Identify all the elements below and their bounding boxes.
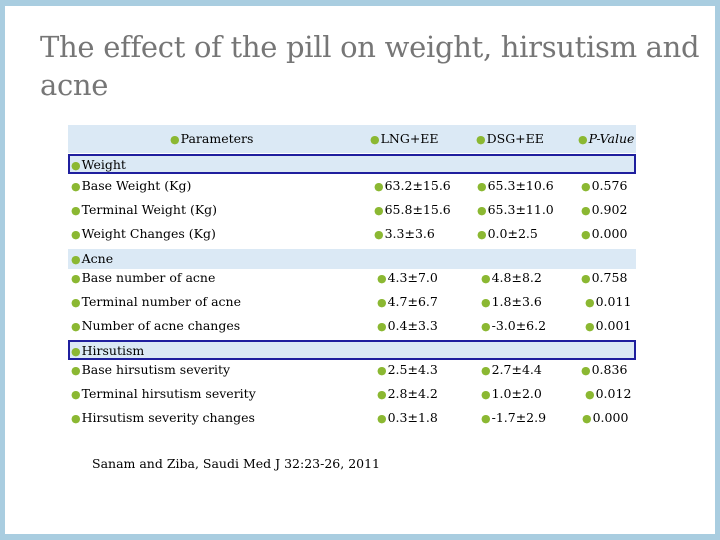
- table-row: ●Weight Changes (Kg) ●3.3±3.6 ●0.0±2.5 ●…: [68, 226, 636, 246]
- section-hirsutism-header: ●Hirsutism: [68, 340, 636, 360]
- cell-dsg: ●-1.7±2.9: [481, 410, 547, 425]
- cell-parameter: ●Terminal hirsutism severity: [71, 386, 256, 401]
- cell-pvalue: ●0.836: [581, 362, 628, 377]
- cell-parameter: ●Base Weight (Kg): [71, 178, 192, 193]
- table-row: ●Base Weight (Kg) ●63.2±15.6 ●65.3±10.6 …: [68, 178, 636, 198]
- table-row: ●Terminal number of acne ●4.7±6.7 ●1.8±3…: [68, 294, 636, 314]
- cell-dsg: ●65.3±10.6: [477, 178, 554, 193]
- cell-pvalue: ●0.000: [581, 226, 628, 241]
- cell-dsg: ●65.3±11.0: [477, 202, 554, 217]
- slide-border-bottom: [0, 534, 720, 540]
- cell-lng: ●0.3±1.8: [377, 410, 438, 425]
- header-lng-ee: ●LNG+EE: [370, 131, 439, 146]
- cell-dsg: ●0.0±2.5: [477, 226, 538, 241]
- section-acne-header: ●Acne: [68, 249, 636, 269]
- cell-pvalue: ●0.000: [582, 410, 629, 425]
- cell-pvalue: ●0.001: [585, 318, 632, 333]
- cell-parameter: ●Weight Changes (Kg): [71, 226, 216, 241]
- table-row: ●Base number of acne ●4.3±7.0 ●4.8±8.2 ●…: [68, 270, 636, 290]
- table-row: ●Terminal hirsutism severity ●2.8±4.2 ●1…: [68, 386, 636, 406]
- cell-pvalue: ●0.011: [585, 294, 632, 309]
- table-row: ●Number of acne changes ●0.4±3.3 ●-3.0±6…: [68, 318, 636, 338]
- cell-pvalue: ●0.902: [581, 202, 628, 217]
- slide-border-right: [715, 0, 720, 540]
- cell-parameter: ●Base number of acne: [71, 270, 216, 285]
- cell-parameter: ●Terminal Weight (Kg): [71, 202, 218, 217]
- cell-parameter: ●Number of acne changes: [71, 318, 241, 333]
- cell-lng: ●65.8±15.6: [374, 202, 451, 217]
- slide-title: The effect of the pill on weight, hirsut…: [40, 30, 700, 102]
- cell-pvalue: ●0.758: [581, 270, 628, 285]
- header-parameters: ●Parameters: [170, 131, 254, 146]
- cell-lng: ●2.8±4.2: [377, 386, 438, 401]
- cell-pvalue: ●0.576: [581, 178, 628, 193]
- cell-lng: ●4.7±6.7: [377, 294, 438, 309]
- table-header: ●Parameters ●LNG+EE ●DSG+EE ●P-Value: [68, 125, 636, 153]
- section-label: ●Acne: [71, 251, 114, 266]
- cell-dsg: ●4.8±8.2: [481, 270, 542, 285]
- header-dsg-ee: ●DSG+EE: [476, 131, 544, 146]
- cell-dsg: ●1.8±3.6: [481, 294, 542, 309]
- table-row: ●Base hirsutism severity ●2.5±4.3 ●2.7±4…: [68, 362, 636, 382]
- cell-dsg: ●-3.0±6.2: [481, 318, 547, 333]
- section-label: ●Weight: [71, 157, 126, 172]
- slide-border-left: [0, 0, 5, 540]
- cell-lng: ●4.3±7.0: [377, 270, 438, 285]
- cell-lng: ●3.3±3.6: [374, 226, 435, 241]
- header-p-value: ●P-Value: [578, 131, 635, 146]
- section-label: ●Hirsutism: [71, 343, 145, 358]
- slide-border-top: [0, 0, 720, 6]
- table-row: ●Hirsutism severity changes ●0.3±1.8 ●-1…: [68, 410, 636, 430]
- cell-parameter: ●Terminal number of acne: [71, 294, 242, 309]
- cell-lng: ●0.4±3.3: [377, 318, 438, 333]
- cell-dsg: ●2.7±4.4: [481, 362, 542, 377]
- cell-pvalue: ●0.012: [585, 386, 632, 401]
- source-citation: Sanam and Ziba, Saudi Med J 32:23-26, 20…: [92, 456, 381, 471]
- cell-dsg: ●1.0±2.0: [481, 386, 542, 401]
- section-weight-header: ●Weight: [68, 154, 636, 174]
- cell-parameter: ●Hirsutism severity changes: [71, 410, 255, 425]
- cell-lng: ●63.2±15.6: [374, 178, 451, 193]
- cell-lng: ●2.5±4.3: [377, 362, 438, 377]
- table-row: ●Terminal Weight (Kg) ●65.8±15.6 ●65.3±1…: [68, 202, 636, 222]
- cell-parameter: ●Base hirsutism severity: [71, 362, 231, 377]
